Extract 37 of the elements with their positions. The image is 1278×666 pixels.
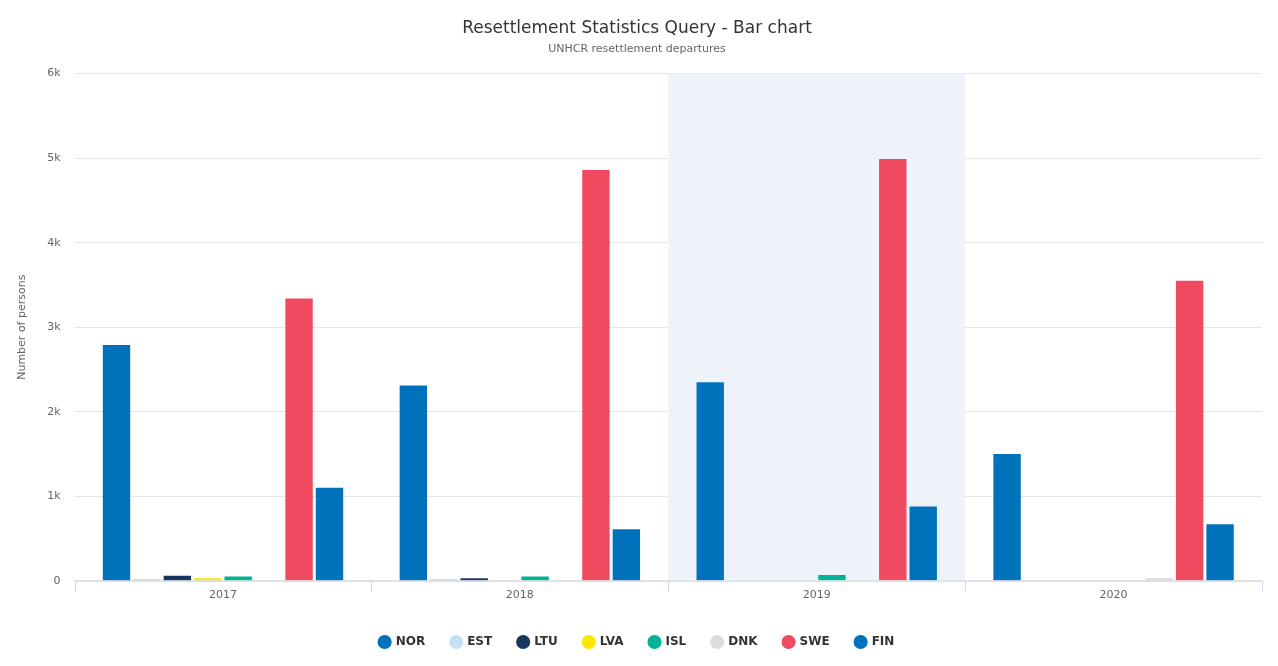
bar	[582, 169, 610, 581]
y-axis-title: Number of persons	[15, 274, 29, 380]
bar	[285, 298, 313, 581]
legend-label: LVA	[599, 634, 625, 649]
legend-label: EST	[467, 634, 493, 649]
bar	[399, 385, 428, 581]
bar	[909, 506, 937, 581]
x-tick-label: 2017	[209, 588, 237, 602]
bar	[993, 454, 1021, 581]
y-tick-label: 6k	[47, 66, 62, 80]
bar	[194, 578, 222, 581]
legend-label: LTU	[534, 634, 558, 649]
legend-label: FIN	[871, 634, 895, 649]
bar	[612, 529, 641, 581]
y-tick-label: 4k	[47, 235, 62, 249]
y-tick-label: 2k	[47, 404, 62, 418]
bar	[818, 574, 846, 581]
bar	[460, 578, 488, 581]
legend-label: SWE	[799, 634, 830, 649]
chart-subtitle: UNHCR resettlement departures	[548, 41, 727, 55]
bar	[102, 344, 131, 581]
x-tick-label: 2018	[505, 588, 534, 602]
bar	[315, 487, 344, 581]
y-tick-label: 1k	[47, 489, 62, 503]
bar	[1206, 524, 1234, 581]
y-tick-label: 5k	[47, 150, 62, 164]
bar	[696, 382, 724, 581]
bar	[879, 158, 907, 581]
chart-title: Resettlement Statistics Query - Bar chart	[462, 16, 813, 37]
legend-label: ISL	[665, 634, 687, 649]
bar	[1175, 280, 1204, 581]
x-tick-label: 2019	[802, 588, 831, 602]
legend-label: DNK	[728, 634, 759, 649]
legend-label: NOR	[395, 634, 426, 649]
y-tick-label: 0	[53, 573, 61, 587]
y-tick-label: 3k	[47, 320, 62, 334]
x-tick-label: 2020	[1099, 588, 1128, 602]
